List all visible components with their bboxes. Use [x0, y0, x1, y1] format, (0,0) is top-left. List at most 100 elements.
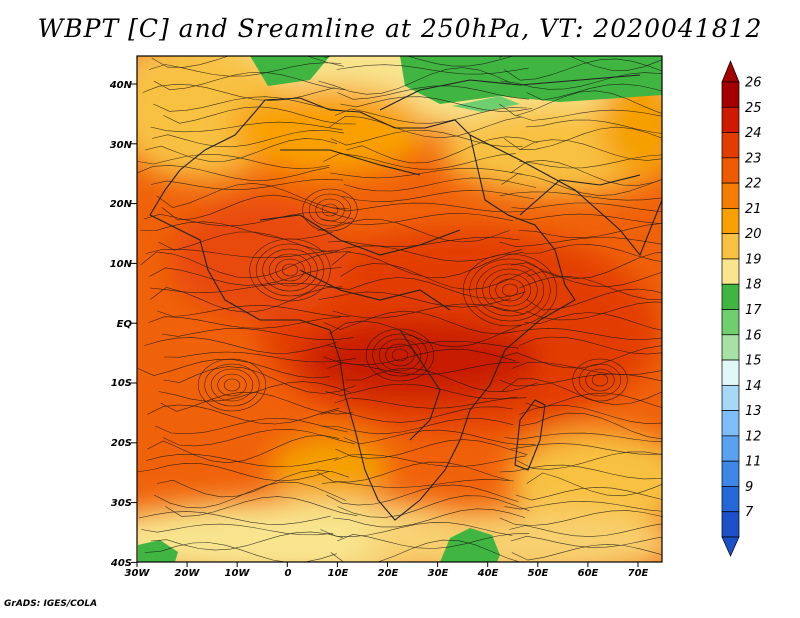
streamline [526, 83, 662, 101]
streamline [140, 251, 333, 279]
colorbar-cell [721, 283, 740, 310]
streamline [160, 391, 353, 415]
vortex-streamline [302, 188, 358, 232]
streamline [337, 85, 530, 100]
colorbar-label: 26 [745, 76, 762, 91]
streamline [153, 96, 346, 112]
streamline [148, 316, 341, 329]
vortex-streamline [501, 283, 519, 297]
streamline [510, 251, 662, 279]
colorbar-label: 9 [745, 480, 753, 495]
vortex-streamline [572, 358, 628, 402]
colorbar-min-arrow [721, 536, 740, 557]
vortex-streamline [262, 248, 318, 292]
longitude-labels: 30W 20W 10W 0 10E 20E 30E 40E 50E 60E 70… [125, 568, 649, 579]
colorbar-cell [721, 511, 740, 538]
streamline [515, 213, 662, 224]
streamline [510, 535, 662, 548]
lon-label: 10W [225, 568, 251, 579]
lon-label: 0 [285, 568, 292, 579]
lat-label: 30N [110, 140, 133, 151]
colorbar-cell [721, 157, 740, 184]
cool-patch-ne [400, 56, 662, 104]
streamline [151, 56, 344, 68]
colorbar-cell [721, 81, 740, 108]
streamline [511, 362, 662, 376]
streamline [137, 165, 330, 181]
streamline [503, 58, 662, 81]
colorbar-label: 13 [745, 404, 762, 419]
colorbar-label: 18 [745, 278, 762, 293]
lat-label: 20N [110, 199, 133, 210]
colorbar-max-arrow [721, 60, 740, 83]
streamline [330, 167, 523, 179]
streamline [332, 508, 526, 528]
colorbar-label: 22 [745, 177, 762, 192]
vortex-streamline [321, 203, 339, 217]
streamline [151, 178, 344, 191]
streamline [503, 126, 662, 151]
streamline [346, 136, 539, 164]
streamline [499, 464, 662, 480]
streamline [321, 418, 514, 435]
streamline [340, 96, 533, 112]
streamline [510, 159, 662, 186]
streamline [157, 469, 350, 498]
streamline [524, 243, 662, 262]
vortex-streamline [495, 278, 525, 302]
streamline [519, 139, 662, 161]
vortex-streamline [488, 273, 532, 307]
lat-label: 40N [109, 80, 133, 91]
plot-frame [136, 55, 663, 563]
streamline [320, 522, 513, 538]
vortex-streamline [275, 258, 305, 282]
streamline [499, 510, 662, 526]
streamline [337, 533, 530, 549]
cool-patch-s [440, 528, 500, 562]
vortex-streamline [372, 333, 428, 377]
streamline [323, 310, 517, 335]
cool-patch-ne2 [452, 96, 520, 112]
streamline [321, 479, 515, 488]
vortex-streamline [281, 263, 299, 277]
streamline [334, 454, 527, 467]
lon-label: 70E [628, 568, 649, 579]
streamline [318, 67, 511, 95]
colorbar-label: 12 [745, 429, 762, 444]
vortex-streamline [255, 243, 325, 297]
streamline [161, 327, 354, 341]
streamline [324, 56, 515, 67]
streamline [504, 500, 662, 512]
vortex-streamline [475, 263, 545, 317]
vortex-streamline [197, 358, 267, 412]
colorbar-label: 7 [745, 505, 754, 520]
streamline [326, 484, 519, 506]
colorbar-label: 11 [745, 455, 762, 470]
streamline [327, 362, 520, 376]
vortex-streamline [578, 363, 622, 397]
vortex-streamline [462, 253, 558, 327]
colorbar-cell [721, 309, 740, 336]
vortex-streamline [378, 338, 422, 372]
lon-label: 50E [528, 568, 549, 579]
streamline [318, 291, 511, 308]
vortex-streamline [591, 373, 609, 387]
streamline [525, 119, 662, 134]
coastlines [149, 74, 662, 521]
colorbar-cell [721, 182, 740, 209]
colorbar-label: 14 [745, 379, 762, 394]
streamline [499, 90, 662, 117]
streamline [343, 429, 536, 446]
vortex-streamline [482, 268, 538, 312]
vortex-streamline [365, 328, 435, 382]
colorbar-cell [721, 384, 740, 411]
lon-label: 20W [175, 568, 201, 579]
streamline [335, 439, 528, 459]
streamline [137, 154, 330, 170]
colorbar-label: 19 [745, 252, 762, 267]
vortex-streamline [391, 348, 409, 362]
streamline [337, 495, 530, 518]
streamline [510, 443, 662, 455]
streamline [336, 64, 529, 75]
streamline [144, 337, 337, 354]
